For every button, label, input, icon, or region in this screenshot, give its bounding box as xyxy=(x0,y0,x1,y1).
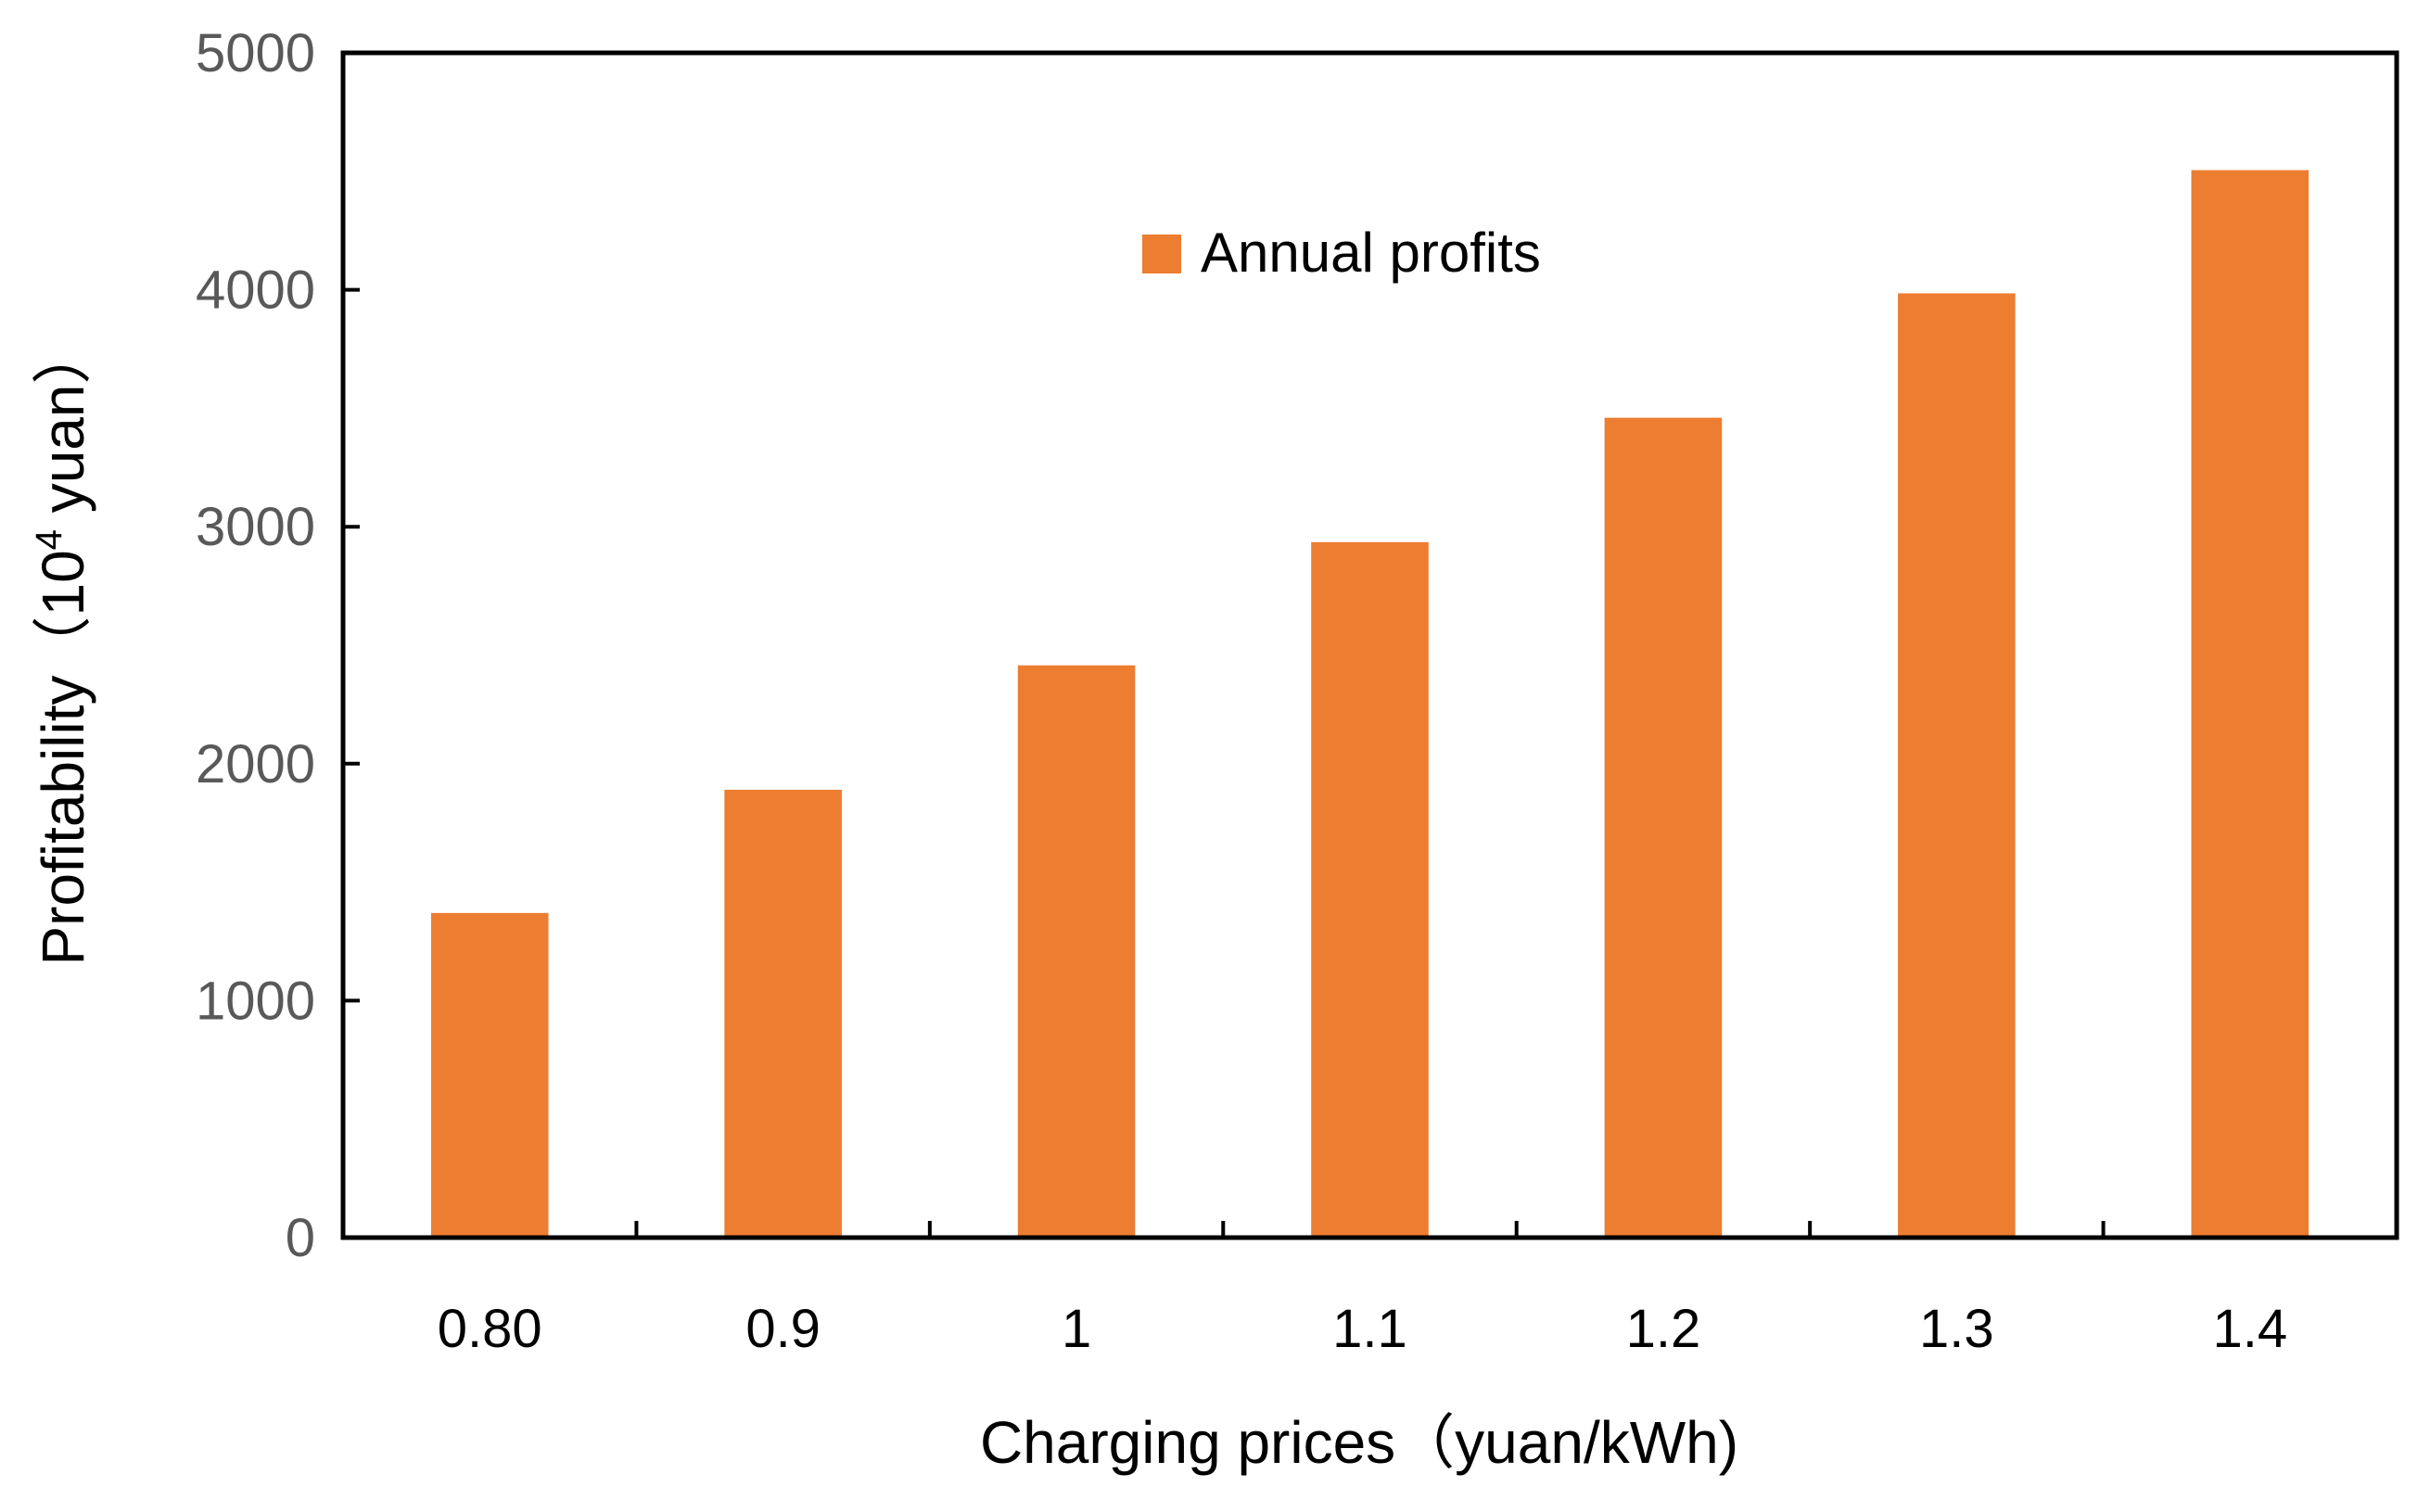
y-tick-label: 3000 xyxy=(196,497,315,557)
x-tick-label: 1.1 xyxy=(1332,1299,1407,1359)
x-tick-label: 1 xyxy=(1062,1299,1091,1359)
bar-series xyxy=(430,170,2310,1239)
x-axis-title: Charging prices（yuan/kWh) xyxy=(980,1409,1738,1476)
bar-1.1 xyxy=(1311,541,1429,1238)
x-tick-label: 1.4 xyxy=(2212,1299,2287,1359)
bar-1 xyxy=(1017,665,1136,1238)
y-axis-title-main: Profitability（10 xyxy=(30,550,96,965)
x-tick-label: 1.2 xyxy=(1626,1299,1701,1359)
legend-label: Annual profits xyxy=(1201,222,1541,284)
bar-1.2 xyxy=(1604,417,1723,1238)
bar-1.4 xyxy=(2191,170,2310,1239)
y-tick-label: 5000 xyxy=(196,23,315,83)
y-axis-title: Profitability（104 yuan） xyxy=(29,325,96,966)
y-tick-label: 2000 xyxy=(196,734,315,794)
x-axis: 0.80 0.9 1 1.1 1.2 1.3 1.4 xyxy=(438,1221,2287,1359)
y-tick-label: 1000 xyxy=(196,971,315,1031)
y-tick-label: 0 xyxy=(286,1208,315,1268)
legend: Annual profits xyxy=(1142,222,1541,284)
y-tick-label: 4000 xyxy=(196,260,315,321)
legend-swatch xyxy=(1142,235,1181,273)
x-tick-label: 0.80 xyxy=(438,1299,542,1359)
y-axis: 0 1000 2000 3000 4000 5000 xyxy=(196,23,360,1268)
plot-area-frame xyxy=(340,50,2399,1240)
bar-0.9 xyxy=(724,789,842,1238)
y-axis-title-superscript: 4 xyxy=(29,529,70,550)
x-tick-label: 0.9 xyxy=(745,1299,821,1359)
bar-1.3 xyxy=(1898,293,2016,1239)
x-tick-label: 1.3 xyxy=(1919,1299,1994,1359)
y-axis-title-tail: yuan） xyxy=(30,325,96,530)
bar-0.80 xyxy=(430,912,549,1238)
